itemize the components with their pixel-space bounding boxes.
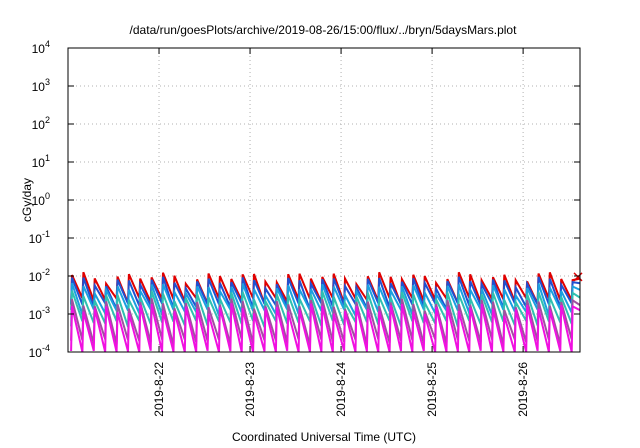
series-line [70, 298, 581, 347]
y-tick-base: 10 [29, 270, 43, 284]
y-tick-base: 10 [32, 156, 46, 170]
y-tick-label: 10-3 [29, 305, 50, 322]
series-line [70, 282, 581, 320]
series-line [70, 303, 581, 353]
end-marker [573, 272, 583, 282]
y-tick-base: 10 [29, 308, 43, 322]
y-tick-label: 10-1 [29, 229, 50, 246]
chart-title: /data/run/goesPlots/archive/2019-08-26/1… [130, 23, 518, 37]
x-axis: 2019-8-22 2019-8-23 2019-8-24 2019-8-25 2019… [152, 48, 530, 417]
series-line [70, 271, 581, 306]
y-tick-base: 10 [32, 118, 46, 132]
y-tick-exponent: 4 [45, 39, 50, 49]
x-tick-label: 2019-8-23 [243, 362, 257, 417]
y-tick-base: 10 [32, 80, 46, 94]
y-tick-exponent: 1 [45, 153, 50, 163]
x-tick-label: 2019-8-26 [516, 362, 530, 417]
y-tick-exponent: -4 [42, 343, 50, 353]
y-tick-exponent: -3 [42, 305, 50, 315]
series-line [70, 276, 581, 311]
y-tick-base: 10 [32, 42, 46, 56]
y-axis-label: cGy/day [20, 178, 34, 222]
y-tick-base: 10 [32, 194, 46, 208]
y-tick-label: 102 [32, 115, 50, 132]
x-axis-label: Coordinated Universal Time (UTC) [232, 430, 416, 444]
x-tick-label: 2019-8-24 [334, 362, 348, 417]
y-tick-exponent: -1 [42, 229, 50, 239]
y-tick-label: 10-2 [29, 267, 50, 284]
y-tick-label: 101 [32, 153, 50, 170]
x-tick-label: 2019-8-25 [425, 362, 439, 417]
y-tick-exponent: 0 [45, 191, 50, 201]
x-tick-label: 2019-8-22 [152, 362, 166, 417]
y-tick-base: 10 [29, 232, 43, 246]
y-tick-exponent: 3 [45, 77, 50, 87]
series-line [70, 290, 581, 328]
y-tick-exponent: -2 [42, 267, 50, 277]
y-tick-base: 10 [29, 346, 43, 360]
y-tick-label: 103 [32, 77, 50, 94]
series-group [70, 271, 583, 353]
y-tick-label: 10-4 [29, 343, 50, 360]
y-tick-label: 100 [32, 191, 50, 208]
y-tick-exponent: 2 [45, 115, 50, 125]
y-tick-label: 104 [32, 39, 50, 56]
